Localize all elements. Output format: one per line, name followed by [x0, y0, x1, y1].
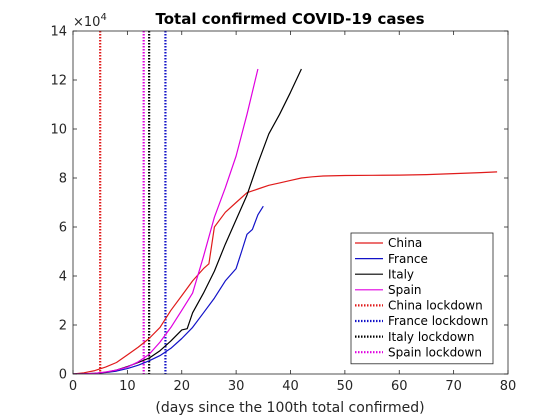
y-tick-label: 4 [59, 270, 67, 285]
y-exponent-label: ×104 [73, 12, 107, 30]
x-tick-label: 50 [337, 379, 354, 394]
series-lines [73, 68, 498, 374]
series-line [73, 68, 259, 374]
x-tick-label: 10 [119, 379, 136, 394]
legend-entry: France [388, 252, 428, 266]
y-tick-label: 6 [59, 221, 67, 236]
y-tick-label: 0 [59, 368, 67, 383]
series-line [73, 171, 498, 374]
x-tick-label: 40 [282, 379, 299, 394]
legend-entry: Spain lockdown [388, 345, 482, 359]
x-tick-label: 20 [173, 379, 190, 394]
chart-title: Total confirmed COVID-19 cases [156, 10, 425, 28]
y-axis: 0 2 4 6 8 10 12 14 [50, 25, 508, 383]
legend-entry: China [388, 236, 422, 250]
legend-entry: Italy [388, 267, 414, 281]
y-exponent-base: ×10 [73, 15, 100, 30]
legend-box [350, 232, 494, 365]
x-axis-label: (days since the 100th total confirmed) [155, 400, 424, 416]
y-tick-label: 12 [50, 74, 67, 89]
x-tick-label: 70 [445, 379, 462, 394]
legend-entry: Spain [388, 283, 422, 297]
lockdown-lines [99, 31, 167, 374]
x-tick-label: 0 [69, 379, 77, 394]
y-tick-label: 10 [50, 123, 67, 138]
x-axis: 0 10 20 30 40 50 60 70 80 [69, 31, 516, 394]
x-tick-label: 60 [391, 379, 408, 394]
y-tick-label: 2 [59, 319, 67, 334]
y-tick-label: 8 [59, 172, 67, 187]
y-exponent-power: 4 [100, 12, 106, 23]
y-tick-label: 14 [50, 25, 67, 40]
legend-entry: France lockdown [388, 314, 488, 328]
legend-entry: China lockdown [388, 299, 483, 313]
x-tick-label: 30 [228, 379, 245, 394]
x-tick-label: 80 [500, 379, 517, 394]
legend-entry: Italy lockdown [388, 330, 474, 344]
